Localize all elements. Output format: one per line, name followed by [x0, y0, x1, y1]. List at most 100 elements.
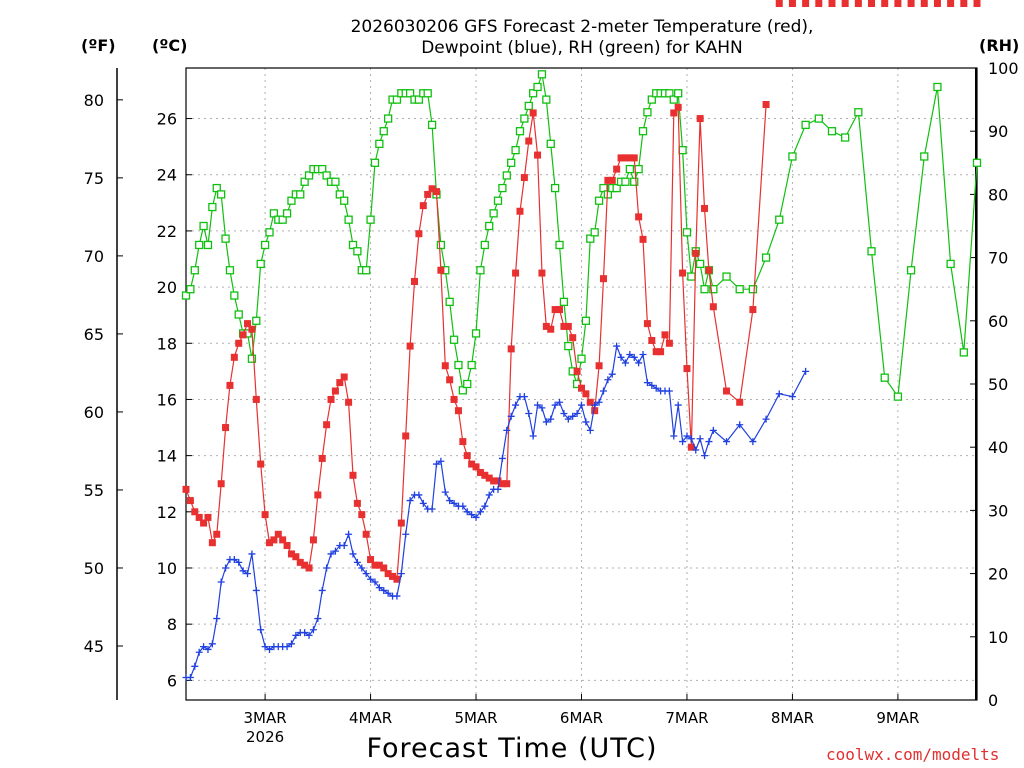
temperature-point	[498, 480, 506, 488]
dewpoint-line	[186, 343, 807, 679]
rh-point	[471, 329, 481, 338]
temperature-point	[380, 564, 388, 572]
temperature-point	[481, 471, 489, 479]
celsius-tick-label: 8	[167, 615, 177, 634]
dewpoint-point	[762, 415, 770, 423]
rh-point	[559, 297, 569, 306]
temperature-point	[635, 213, 643, 221]
celsius-tick-label: 6	[167, 671, 177, 690]
dewpoint-point	[195, 648, 203, 656]
rh-point	[586, 234, 595, 243]
dewpoint-series	[183, 343, 810, 682]
celsius-tick-label: 24	[157, 166, 177, 185]
celsius-tick-label: 12	[157, 503, 177, 522]
temperature-point	[551, 306, 559, 314]
rh-point	[186, 285, 195, 294]
temperature-point	[516, 207, 524, 215]
rh-point	[217, 190, 226, 199]
rh-point	[318, 164, 327, 174]
dewpoint-point	[775, 390, 783, 398]
rh-point	[190, 266, 199, 275]
temperature-point	[907, 0, 915, 7]
temperature-point	[503, 480, 511, 488]
temperature-point	[283, 542, 291, 550]
rh-tick-label: 80	[988, 185, 1008, 204]
temperature-point	[446, 376, 454, 384]
temperature-point	[661, 331, 669, 339]
dewpoint-point	[578, 401, 585, 409]
fahrenheit-tick-label: 70	[84, 247, 104, 266]
temperature-point	[569, 334, 577, 342]
rh-point	[625, 164, 634, 174]
temperature-point	[573, 367, 581, 375]
temperature-point	[279, 536, 287, 544]
rh-point	[423, 89, 432, 98]
celsius-unit-label: (ºC)	[152, 36, 188, 55]
rh-point	[867, 247, 876, 256]
temperature-point	[841, 0, 849, 7]
temperature-point	[309, 536, 317, 544]
dewpoint-point	[459, 502, 467, 510]
rh-point	[612, 183, 621, 193]
x-tick-label: 8MAR	[771, 709, 814, 727]
rh-point	[682, 228, 692, 237]
dewpoint-point	[674, 401, 682, 409]
dewpoint-point	[208, 640, 216, 648]
dewpoint-point	[494, 485, 502, 493]
rh-point	[920, 152, 929, 161]
temperature-point	[261, 511, 269, 519]
dewpoint-point	[520, 393, 528, 401]
temperature-point	[415, 230, 423, 238]
rh-series	[181, 70, 982, 401]
rh-point	[463, 379, 472, 389]
rh-point	[674, 89, 683, 98]
rh-point	[230, 291, 239, 300]
temperature-point	[472, 463, 480, 471]
dewpoint-point	[213, 615, 221, 623]
dewpoint-point	[665, 387, 673, 395]
dewpoint-point	[507, 412, 515, 420]
dewpoint-point	[367, 575, 375, 583]
rh-point	[854, 108, 863, 117]
temperature-point	[687, 443, 695, 451]
temperature-point	[454, 407, 462, 415]
rh-tick-label: 90	[988, 122, 1008, 141]
dewpoint-point	[323, 564, 331, 572]
rh-point	[893, 392, 903, 401]
dewpoint-point	[749, 438, 757, 446]
temperature-point	[507, 345, 515, 353]
temperature-point	[529, 109, 537, 117]
temperature-point	[248, 325, 256, 333]
rh-tick-label: 40	[988, 438, 1008, 457]
dewpoint-point	[248, 550, 256, 558]
dewpoint-point	[595, 398, 603, 406]
temperature-point	[692, 249, 700, 257]
dewpoint-point	[573, 409, 581, 417]
temperature-point	[705, 266, 713, 274]
temperature-point	[788, 0, 796, 7]
temperature-point	[639, 235, 647, 243]
temperature-point	[657, 348, 665, 356]
rh-point	[300, 177, 309, 186]
temperature-point	[235, 339, 243, 347]
dewpoint-point	[547, 415, 555, 423]
rh-point	[375, 139, 384, 148]
rh-point	[269, 209, 279, 218]
dewpoint-point	[252, 586, 260, 594]
rh-point	[405, 89, 415, 98]
axis-ticks: 6 8 10 12 14 16 18 20 22 24 26 45 50 55 60 65 70 75 80 0 10 2…	[84, 59, 1019, 746]
rh-point	[959, 348, 968, 357]
plot-area-frame	[185, 67, 978, 701]
rh-point	[687, 272, 696, 281]
x-tick-label: 9MAR	[876, 709, 919, 727]
dewpoint-point	[397, 570, 405, 578]
rh-point	[529, 89, 538, 98]
rh-point	[287, 196, 296, 205]
x-tick-label: 5MAR	[454, 709, 497, 727]
rh-point	[331, 177, 340, 186]
temperature-point	[301, 561, 309, 569]
rh-point	[709, 285, 718, 294]
rh-point	[520, 114, 529, 123]
temperature-series	[182, 0, 981, 583]
dewpoint-point	[701, 452, 709, 460]
